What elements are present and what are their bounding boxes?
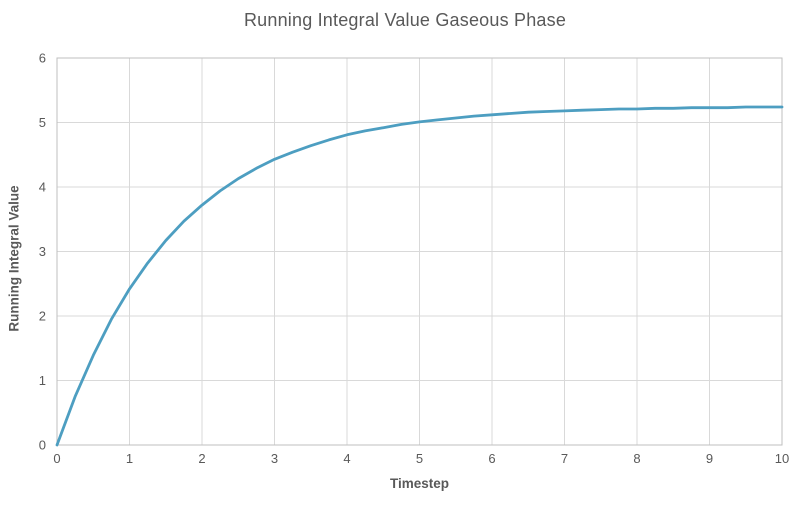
y-tick-label: 2 bbox=[39, 309, 46, 324]
x-tick-label: 6 bbox=[488, 451, 495, 466]
x-tick-label: 8 bbox=[633, 451, 640, 466]
y-axis-title: Running Integral Value bbox=[6, 185, 22, 332]
y-tick-label: 0 bbox=[39, 438, 46, 453]
x-tick-label: 1 bbox=[126, 451, 133, 466]
x-tick-label: 0 bbox=[53, 451, 60, 466]
x-tick-label: 9 bbox=[706, 451, 713, 466]
x-tick-label: 2 bbox=[198, 451, 205, 466]
y-tick-label: 5 bbox=[39, 115, 46, 130]
y-tick-label: 4 bbox=[39, 180, 46, 195]
plot-border bbox=[56, 57, 783, 446]
y-tick-label: 6 bbox=[39, 51, 46, 66]
y-tick-label: 3 bbox=[39, 244, 46, 259]
x-tick-label: 10 bbox=[775, 451, 789, 466]
x-tick-label: 7 bbox=[561, 451, 568, 466]
x-tick-label: 4 bbox=[343, 451, 350, 466]
x-tick-label: 5 bbox=[416, 451, 423, 466]
x-axis-title: Timestep bbox=[389, 476, 450, 491]
y-tick-label: 1 bbox=[39, 373, 46, 388]
x-tick-label: 3 bbox=[271, 451, 278, 466]
series-line-running-integral-value bbox=[55, 105, 784, 447]
chart-title: Running Integral Value Gaseous Phase bbox=[243, 10, 567, 30]
